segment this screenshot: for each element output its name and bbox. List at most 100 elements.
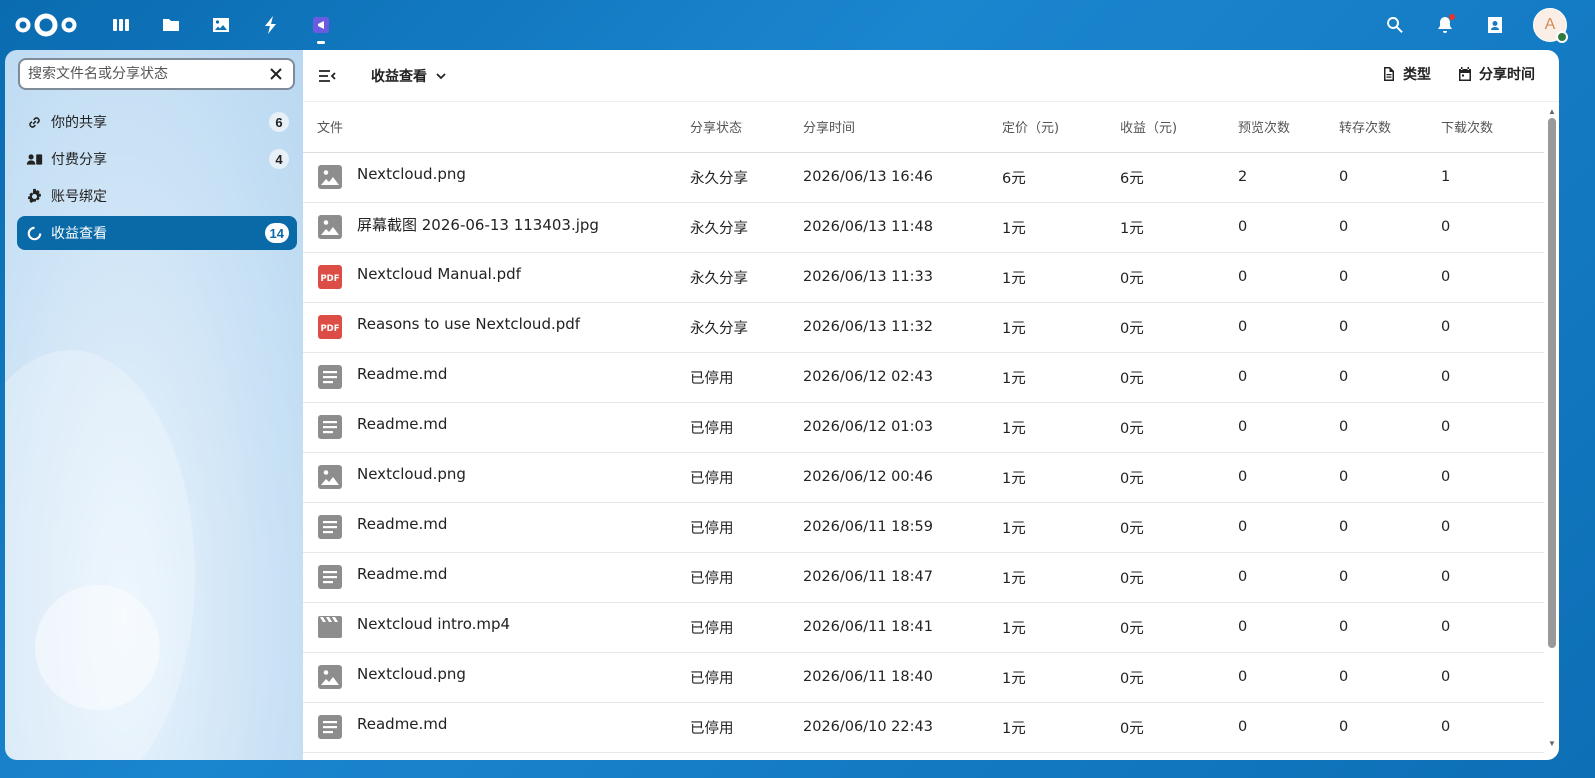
save-count-cell: 0: [1339, 502, 1441, 553]
share-time-cell: 2026/06/12 00:46: [803, 452, 1002, 503]
chevron-down-icon: [436, 73, 446, 80]
top-header: A: [0, 0, 1595, 50]
scroll-down-icon[interactable]: ▼: [1548, 739, 1556, 748]
table-row[interactable]: Readme.md 已停用 2026/06/11 18:47 1元 0元 0 0 0: [303, 552, 1544, 603]
close-icon[interactable]: [267, 65, 285, 83]
column-header-saves[interactable]: 转存次数: [1339, 102, 1441, 153]
income-cell: 0元: [1120, 552, 1238, 603]
download-count-cell: 0: [1441, 302, 1544, 353]
view-title-dropdown[interactable]: 收益查看: [371, 66, 447, 86]
time-filter-button[interactable]: 分享时间: [1457, 64, 1535, 84]
contacts-icon[interactable]: [1483, 13, 1507, 37]
sidebar-item-label: 账号绑定: [51, 189, 107, 205]
file-name[interactable]: Readme.md: [357, 565, 448, 583]
preview-count-cell: 0: [1238, 302, 1339, 353]
dashboard-icon[interactable]: [108, 12, 134, 38]
file-cell-content: PDF Reasons to use Nextcloud.pdf: [317, 314, 690, 340]
column-header-status[interactable]: 分享状态: [690, 102, 803, 153]
price-cell: 1元: [1002, 652, 1120, 703]
gear-icon: [25, 187, 43, 205]
column-header-income[interactable]: 收益（元): [1120, 102, 1238, 153]
file-name[interactable]: 屏幕截图 2026-06-13 113403.jpg: [357, 215, 599, 234]
download-count-cell: 0: [1441, 502, 1544, 553]
online-status-icon: [1556, 31, 1568, 43]
file-name[interactable]: Readme.md: [357, 415, 448, 433]
notification-dot: [1449, 14, 1455, 20]
column-header-file[interactable]: 文件: [303, 102, 690, 153]
preview-count-cell: 2: [1238, 152, 1339, 203]
scrollbar-thumb[interactable]: [1548, 118, 1556, 648]
table-row[interactable]: 屏幕截图 2026-06-13 113403.jpg 永久分享 2026/06/13…: [303, 202, 1544, 253]
file-name[interactable]: Nextcloud.png: [357, 165, 466, 183]
file-name[interactable]: Reasons to use Nextcloud.pdf: [357, 315, 581, 333]
income-cell: 0元: [1120, 702, 1238, 753]
save-count-cell: 0: [1339, 602, 1441, 653]
share-status-cell: 已停用: [690, 452, 803, 503]
file-name[interactable]: Readme.md: [357, 365, 448, 383]
nextcloud-logo-icon[interactable]: [14, 10, 78, 40]
sidebar-nav: 你的共享 6 付费分享 4 账号绑定 收益查看 14: [17, 105, 297, 253]
income-cell: 1元: [1120, 202, 1238, 253]
search-input[interactable]: [28, 66, 258, 82]
column-header-downloads[interactable]: 下载次数: [1441, 102, 1544, 153]
file-name[interactable]: Nextcloud intro.mp4: [357, 615, 511, 633]
column-header-previews[interactable]: 预览次数: [1238, 102, 1339, 153]
toggle-sidebar-icon[interactable]: [317, 66, 337, 86]
income-table: 文件 分享状态 分享时间 定价（元) 收益（元) 预览次数 转存次数 下载次数 …: [303, 102, 1544, 753]
table-row[interactable]: Nextcloud.png 已停用 2026/06/12 00:46 1元 0元 0 0 0: [303, 452, 1544, 503]
table-row[interactable]: Nextcloud intro.mp4 已停用 2026/06/11 18:41 1元…: [303, 602, 1544, 653]
file-cell-content: Readme.md: [317, 414, 690, 440]
text-file-icon: [317, 414, 343, 440]
table-row[interactable]: Readme.md 已停用 2026/06/10 22:43 1元 0元 0 0 0: [303, 702, 1544, 753]
download-count-cell: 1: [1441, 152, 1544, 203]
header-actions: A: [1383, 8, 1568, 43]
text-file-icon: [317, 364, 343, 390]
type-filter-button[interactable]: 类型: [1381, 64, 1431, 84]
avatar[interactable]: A: [1533, 8, 1568, 43]
activity-icon[interactable]: [258, 12, 284, 38]
share-app-icon[interactable]: [308, 12, 334, 44]
svg-text:PDF: PDF: [320, 324, 339, 334]
file-name[interactable]: Readme.md: [357, 515, 448, 533]
sidebar-item-your-shares[interactable]: 你的共享 6: [17, 105, 297, 139]
table-row[interactable]: PDF Nextcloud Manual.pdf 永久分享 2026/06/13 11…: [303, 252, 1544, 303]
photos-icon[interactable]: [208, 12, 234, 38]
table-row[interactable]: Nextcloud.png 永久分享 2026/06/13 16:46 6元 6元 2 0 1: [303, 152, 1544, 203]
sidebar-item-account-binding[interactable]: 账号绑定: [17, 179, 297, 213]
column-header-price[interactable]: 定价（元): [1002, 102, 1120, 153]
paid-share-icon: [25, 150, 43, 168]
table-row[interactable]: Readme.md 已停用 2026/06/12 02:43 1元 0元 0 0 0: [303, 352, 1544, 403]
table-row[interactable]: Nextcloud.png 已停用 2026/06/11 18:40 1元 0元 0 0 0: [303, 652, 1544, 703]
file-cell-content: Nextcloud.png: [317, 464, 690, 490]
scroll-up-icon[interactable]: ▲: [1548, 107, 1556, 116]
table-row[interactable]: Readme.md 已停用 2026/06/11 18:59 1元 0元 0 0 0: [303, 502, 1544, 553]
income-cell: 6元: [1120, 152, 1238, 203]
file-name[interactable]: Nextcloud Manual.pdf: [357, 265, 521, 283]
share-status-cell: 永久分享: [690, 252, 803, 303]
price-cell: 1元: [1002, 502, 1120, 553]
file-name[interactable]: Readme.md: [357, 715, 448, 733]
column-header-share-time[interactable]: 分享时间: [803, 102, 1002, 153]
sidebar-item-paid-share[interactable]: 付费分享 4: [17, 142, 297, 176]
sidebar-item-income[interactable]: 收益查看 14: [17, 216, 297, 250]
file-cell: Nextcloud.png: [303, 452, 690, 503]
share-status-cell: 已停用: [690, 602, 803, 653]
save-count-cell: 0: [1339, 402, 1441, 453]
table-row[interactable]: PDF Reasons to use Nextcloud.pdf 永久分享 2026/…: [303, 302, 1544, 353]
file-name[interactable]: Nextcloud.png: [357, 465, 466, 483]
file-name[interactable]: Nextcloud.png: [357, 665, 466, 683]
app-menu: [108, 12, 334, 44]
time-filter-label: 分享时间: [1479, 67, 1535, 83]
table-row[interactable]: Readme.md 已停用 2026/06/12 01:03 1元 0元 0 0 0: [303, 402, 1544, 453]
income-cell: 0元: [1120, 252, 1238, 303]
preview-count-cell: 0: [1238, 502, 1339, 553]
share-status-cell: 已停用: [690, 552, 803, 603]
save-count-cell: 0: [1339, 252, 1441, 303]
share-time-cell: 2026/06/13 11:33: [803, 252, 1002, 303]
search-icon[interactable]: [1383, 13, 1407, 37]
files-icon[interactable]: [158, 12, 184, 38]
notifications-icon[interactable]: [1433, 13, 1457, 37]
scrollbar[interactable]: ▲ ▼: [1548, 108, 1556, 748]
share-status-cell: 已停用: [690, 652, 803, 703]
loading-circle-icon: [25, 224, 43, 242]
